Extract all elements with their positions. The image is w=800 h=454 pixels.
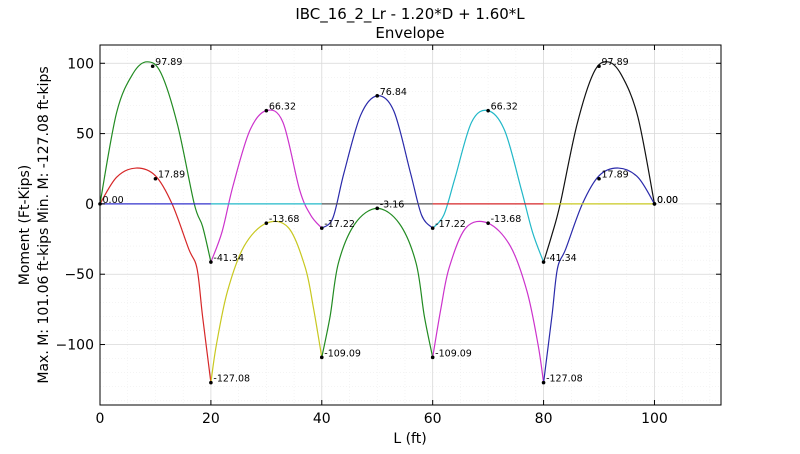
annotation-label-21: 0.00 — [657, 195, 678, 206]
annotation-point-13 — [430, 355, 435, 360]
x-tick-labels: 0 20 40 60 80 100 — [96, 45, 668, 427]
annotation-point-21 — [652, 202, 657, 206]
annotation-point-7 — [264, 221, 269, 225]
annotation-point-6 — [264, 108, 269, 113]
annotation-layer: 0.00 97.89 17.89 -41.34 -127.08 66.32 -13.68 -1… — [98, 57, 678, 385]
annotation-label-9: -109.09 — [324, 348, 361, 359]
annotation-label-13: -109.09 — [435, 348, 472, 359]
annotation-label-7: -13.68 — [269, 214, 300, 225]
y-tick-label: 0 — [85, 197, 94, 213]
y-tick-label: −100 — [56, 338, 94, 354]
annotation-label-10: 76.84 — [380, 87, 407, 98]
annotation-label-16: -41.34 — [546, 253, 577, 264]
x-tick-label: 100 — [641, 411, 668, 427]
annotation-point-5 — [209, 380, 213, 385]
annotation-point-8 — [319, 226, 324, 230]
annotation-point-16 — [541, 260, 546, 264]
series-line-13 — [542, 61, 656, 263]
annotation-label-8: -17.22 — [324, 219, 355, 230]
annotation-label-4: -41.34 — [213, 253, 244, 264]
annotation-label-2: 97.89 — [155, 57, 182, 68]
series-line-2 — [99, 61, 212, 263]
annotation-label-19: 17.89 — [602, 170, 629, 181]
y-tick-label: 100 — [67, 56, 94, 72]
x-tick-label: 20 — [202, 411, 220, 427]
y-axis-label-line-1: Max. M: 101.06 ft-kips Min. M: -127.08 f… — [36, 66, 52, 383]
annotation-label-17: -127.08 — [546, 374, 583, 385]
annotation-point-18 — [597, 64, 601, 69]
annotation-label-11: -3.16 — [380, 199, 405, 210]
y-axis-label-line-2: Moment (Ft-Kips) — [17, 165, 33, 285]
annotation-label-18: 97.89 — [602, 57, 629, 68]
annotation-label-6: 66.32 — [269, 102, 296, 113]
plot-frame — [99, 44, 722, 406]
annotation-point-3 — [153, 176, 158, 181]
annotation-point-9 — [319, 355, 324, 360]
x-tick-label: 80 — [535, 411, 553, 427]
annotation-label-5: -127.08 — [213, 374, 250, 385]
y-tick-label: −50 — [64, 267, 94, 283]
chart-title-line-2: Envelope — [375, 24, 444, 42]
x-tick-label: 0 — [96, 411, 105, 427]
x-tick-label: 40 — [313, 411, 331, 427]
annotation-label-3: 17.89 — [158, 170, 185, 181]
annotation-point-4 — [209, 260, 213, 264]
annotation-label-20: 0.00 — [657, 195, 678, 206]
series-line-14 — [542, 167, 655, 383]
annotation-point-14 — [486, 108, 490, 113]
annotation-label-12: -17.22 — [435, 219, 466, 230]
grid-layer — [99, 45, 721, 405]
annotation-point-10 — [375, 94, 380, 98]
series-line-5 — [210, 220, 323, 383]
annotation-label-15: -13.68 — [491, 214, 522, 225]
x-tick-label: 60 — [424, 411, 442, 427]
annotation-point-17 — [541, 380, 546, 385]
y-tick-label: 50 — [76, 127, 94, 143]
annotation-point-15 — [486, 221, 490, 225]
annotation-point-19 — [597, 176, 601, 181]
chart-title-line-1: IBC_16_2_Lr - 1.20*D + 1.60*L — [295, 5, 525, 24]
annotation-label-14: 66.32 — [491, 102, 518, 113]
annotation-point-12 — [430, 226, 435, 230]
y-tick-labels: −100 −50 0 50 100 — [56, 56, 721, 354]
annotation-point-11 — [375, 206, 380, 211]
annotation-point-2 — [150, 64, 155, 69]
x-axis-label: L (ft) — [393, 431, 426, 447]
annotation-label-1: 0.00 — [103, 195, 124, 206]
